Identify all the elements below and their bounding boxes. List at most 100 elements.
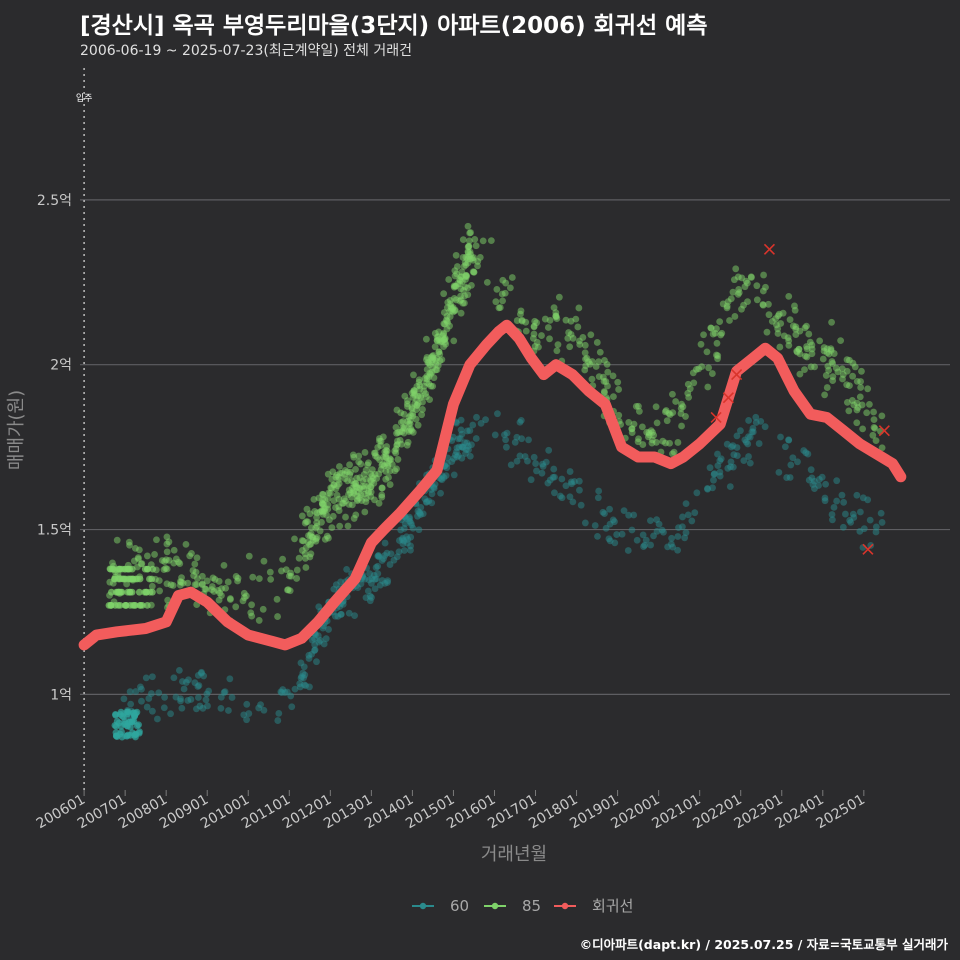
point-85: [689, 369, 697, 377]
point-60: [343, 566, 351, 573]
point-60: [217, 705, 225, 712]
point-85: [709, 330, 717, 338]
point-85: [293, 575, 301, 582]
point-85: [869, 431, 877, 439]
point-85: [313, 534, 321, 541]
point-60: [332, 581, 340, 589]
point-60: [368, 594, 375, 601]
point-85: [113, 536, 121, 544]
point-60: [112, 729, 120, 737]
point-85: [335, 463, 343, 470]
y-tick-label: 1억: [50, 687, 72, 703]
point-60: [595, 487, 603, 495]
point-85: [452, 251, 460, 259]
point-85: [137, 560, 145, 568]
point-85: [700, 331, 707, 339]
point-60: [112, 711, 120, 719]
point-60: [664, 543, 671, 551]
point-85: [151, 551, 158, 558]
point-85: [375, 435, 383, 442]
point-85: [274, 613, 281, 620]
point-85: [774, 325, 782, 333]
point-85: [496, 304, 504, 311]
point-85: [522, 327, 530, 335]
point-85: [581, 341, 589, 349]
point-85: [628, 425, 636, 433]
point-85: [464, 284, 472, 292]
point-85: [169, 582, 177, 589]
point-85: [371, 449, 378, 457]
point-60: [872, 528, 880, 536]
point-85: [499, 276, 507, 284]
point-60: [550, 465, 558, 473]
point-85: [346, 461, 353, 469]
point-85: [227, 596, 234, 603]
point-85: [324, 505, 332, 513]
point-85: [816, 337, 824, 345]
point-85: [176, 581, 184, 589]
point-60: [647, 541, 655, 549]
point-85: [575, 304, 583, 312]
point-85: [684, 380, 692, 388]
chart-title: [경산시] 옥곡 부영두리마을(3단지) 아파트(2006) 회귀선 예측: [80, 13, 708, 39]
point-60: [594, 532, 601, 540]
point-85: [141, 565, 149, 573]
point-60: [383, 549, 391, 557]
point-60: [878, 519, 886, 526]
point-60: [390, 556, 398, 564]
point-85: [260, 557, 268, 565]
point-85: [116, 575, 124, 583]
point-60: [313, 658, 320, 666]
point-60: [351, 612, 358, 620]
point-85: [203, 577, 211, 585]
point-60: [137, 683, 144, 691]
point-60: [204, 702, 211, 710]
point-85: [729, 288, 737, 296]
point-85: [678, 400, 685, 408]
point-60: [155, 689, 163, 697]
point-60: [566, 493, 574, 501]
point-85: [404, 403, 411, 410]
point-85: [414, 421, 422, 429]
point-85: [273, 595, 281, 603]
point-85: [634, 438, 642, 446]
point-85: [819, 355, 827, 363]
point-85: [449, 308, 457, 316]
point-85: [111, 575, 118, 583]
point-60: [818, 473, 826, 481]
point-85: [672, 398, 680, 405]
point-60: [167, 710, 174, 718]
point-60: [503, 429, 511, 437]
point-60: [669, 543, 677, 551]
point-60: [296, 683, 304, 691]
point-60: [138, 697, 145, 705]
point-85: [713, 339, 721, 347]
point-85: [544, 324, 552, 331]
point-85: [335, 476, 342, 484]
point-85: [409, 394, 417, 401]
point-60: [260, 706, 268, 714]
point-85: [215, 577, 223, 585]
point-60: [170, 674, 178, 682]
point-60: [538, 469, 546, 477]
point-60: [551, 489, 558, 497]
point-85: [851, 363, 859, 371]
point-60: [395, 548, 403, 556]
point-60: [381, 579, 389, 587]
point-85: [472, 242, 480, 250]
point-85: [858, 401, 866, 409]
point-60: [361, 575, 369, 583]
point-85: [130, 601, 138, 609]
point-85: [341, 475, 349, 483]
legend-label: 85: [522, 897, 541, 915]
point-85: [344, 522, 352, 530]
point-60: [530, 453, 538, 461]
point-85: [329, 468, 337, 476]
highlight-marks: [710, 243, 890, 555]
point-85: [371, 470, 379, 478]
point-85: [792, 331, 800, 339]
point-60: [628, 526, 636, 534]
point-85: [303, 505, 311, 513]
point-85: [821, 391, 829, 399]
point-85: [569, 334, 577, 342]
